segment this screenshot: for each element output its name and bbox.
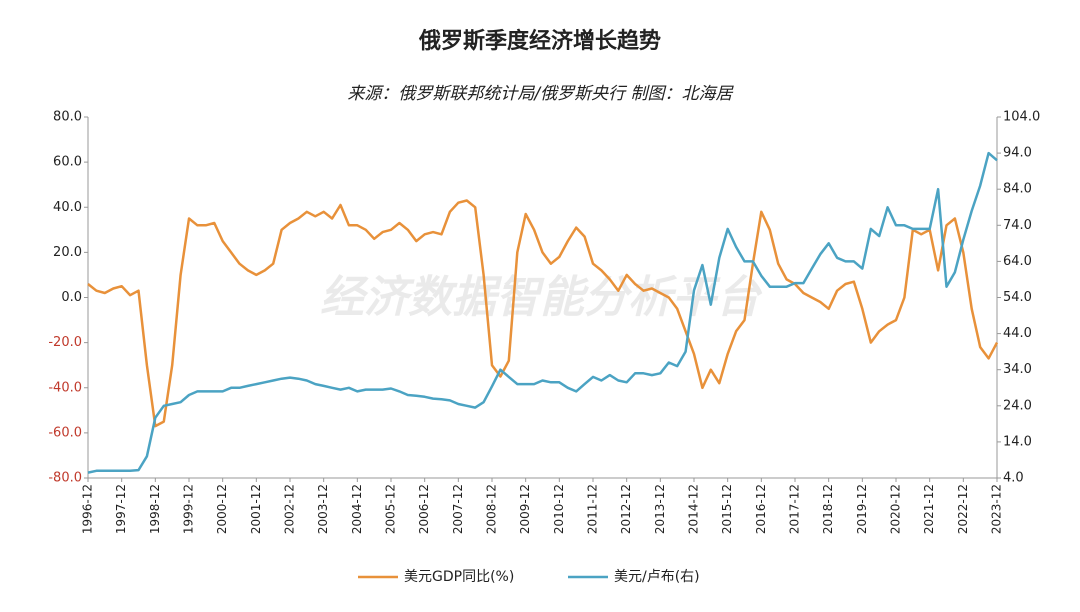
y-tick-label: -20.0 xyxy=(48,335,82,350)
y2-tick-label: 4.0 xyxy=(1003,471,1024,486)
x-tick-label: 2017-12 xyxy=(788,484,802,534)
y2-tick-label: 104.0 xyxy=(1003,110,1040,125)
legend-label: 美元/卢布(右) xyxy=(614,569,700,585)
series-line xyxy=(87,151,998,474)
x-tick-label: 2023-12 xyxy=(990,484,1004,534)
x-tick-label: 2006-12 xyxy=(417,484,431,534)
x-tick-label: 2009-12 xyxy=(518,484,532,534)
x-tick-label: 2021-12 xyxy=(922,484,936,534)
y2-tick-label: 24.0 xyxy=(1003,398,1032,413)
x-tick-label: 1996-12 xyxy=(81,484,95,534)
y-tick-label: 80.0 xyxy=(53,110,82,125)
y2-tick-label: 94.0 xyxy=(1003,146,1032,161)
x-tick-label: 2014-12 xyxy=(687,484,701,534)
series-line xyxy=(87,199,999,428)
x-tick-label: 1997-12 xyxy=(114,484,128,534)
y2-tick-label: 84.0 xyxy=(1003,182,1032,197)
x-tick-label: 1998-12 xyxy=(148,484,162,534)
chart-title: 俄罗斯季度经济增长趋势 xyxy=(418,28,661,54)
y2-tick-label: 74.0 xyxy=(1003,218,1032,233)
x-tick-label: 2007-12 xyxy=(451,484,465,534)
y2-tick-label: 34.0 xyxy=(1003,362,1032,377)
y-tick-label: 0.0 xyxy=(61,290,82,305)
chart-subtitle: 来源：俄罗斯联邦统计局/俄罗斯央行 制图：北海居 xyxy=(347,84,734,104)
y-tick-label: -60.0 xyxy=(48,425,82,440)
x-tick-label: 2012-12 xyxy=(619,484,633,534)
y2-tick-label: 14.0 xyxy=(1003,434,1032,449)
x-tick-label: 2019-12 xyxy=(855,484,869,534)
x-tick-label: 2020-12 xyxy=(889,484,903,534)
y2-tick-label: 64.0 xyxy=(1003,254,1032,269)
x-tick-label: 2011-12 xyxy=(586,484,600,534)
y-tick-label: 60.0 xyxy=(53,155,82,170)
y-tick-label: 40.0 xyxy=(53,200,82,215)
x-tick-label: 2002-12 xyxy=(283,484,297,534)
x-tick-label: 2000-12 xyxy=(215,484,229,534)
x-tick-label: 2013-12 xyxy=(653,484,667,534)
x-tick-label: 2022-12 xyxy=(956,484,970,534)
legend-label: 美元GDP同比(%) xyxy=(404,569,514,585)
x-tick-label: 2016-12 xyxy=(754,484,768,534)
x-tick-label: 2010-12 xyxy=(552,484,566,534)
x-tick-label: 2001-12 xyxy=(249,484,263,534)
x-tick-label: 2018-12 xyxy=(821,484,835,534)
x-tick-label: 2008-12 xyxy=(485,484,499,534)
y-tick-label: 20.0 xyxy=(53,245,82,260)
y2-tick-label: 54.0 xyxy=(1003,290,1032,305)
x-tick-label: 2004-12 xyxy=(350,484,364,534)
watermark: 经济数据智能分析平台 xyxy=(320,272,763,323)
x-tick-label: 1999-12 xyxy=(182,484,196,534)
y-tick-label: -80.0 xyxy=(48,471,82,486)
x-tick-label: 2005-12 xyxy=(384,484,398,534)
y2-tick-label: 44.0 xyxy=(1003,326,1032,341)
y-tick-label: -40.0 xyxy=(48,380,82,395)
x-tick-label: 2015-12 xyxy=(720,484,734,534)
x-tick-label: 2003-12 xyxy=(316,484,330,534)
